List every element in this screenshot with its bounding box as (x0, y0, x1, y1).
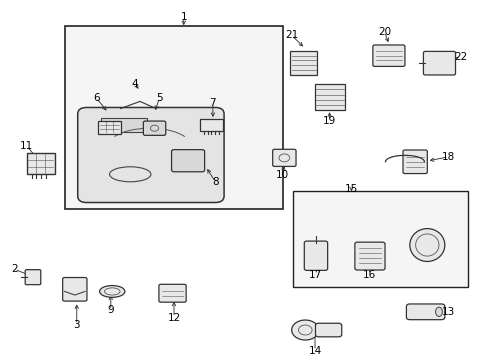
Bar (27, 153, 55, 174)
Text: 16: 16 (362, 270, 375, 280)
Text: 20: 20 (377, 27, 390, 37)
Text: 12: 12 (167, 312, 180, 323)
FancyBboxPatch shape (315, 323, 341, 337)
Text: 14: 14 (308, 346, 321, 356)
Text: 21: 21 (285, 30, 298, 40)
FancyBboxPatch shape (25, 270, 41, 285)
Text: 4: 4 (132, 78, 138, 89)
Text: 10: 10 (275, 170, 288, 180)
Text: 1: 1 (180, 13, 186, 22)
Text: 19: 19 (322, 116, 336, 126)
Ellipse shape (435, 307, 442, 316)
FancyBboxPatch shape (372, 45, 404, 66)
FancyBboxPatch shape (159, 284, 186, 302)
FancyBboxPatch shape (406, 304, 444, 320)
Text: 9: 9 (107, 305, 114, 315)
Text: 17: 17 (308, 270, 321, 280)
Text: 18: 18 (441, 152, 454, 162)
Bar (290, 51, 317, 75)
Text: 13: 13 (441, 307, 454, 317)
Text: 22: 22 (453, 52, 467, 62)
Bar (98, 121, 120, 134)
Text: 7: 7 (209, 98, 216, 108)
Text: 6: 6 (93, 93, 100, 103)
Text: 8: 8 (212, 177, 218, 187)
FancyBboxPatch shape (304, 241, 327, 270)
Bar (292, 191, 467, 287)
FancyBboxPatch shape (62, 278, 87, 301)
Bar (314, 84, 345, 110)
Bar (101, 118, 147, 132)
Text: 2: 2 (11, 264, 18, 274)
Bar (64, 26, 283, 208)
FancyBboxPatch shape (143, 121, 165, 135)
Text: 15: 15 (344, 184, 357, 194)
Text: 11: 11 (20, 141, 33, 151)
FancyBboxPatch shape (354, 242, 384, 270)
FancyBboxPatch shape (171, 150, 204, 172)
FancyBboxPatch shape (272, 149, 295, 166)
Text: 3: 3 (73, 320, 80, 330)
FancyBboxPatch shape (402, 150, 427, 174)
FancyBboxPatch shape (78, 108, 224, 203)
Ellipse shape (100, 285, 124, 297)
FancyBboxPatch shape (423, 51, 455, 75)
Ellipse shape (409, 229, 444, 261)
Circle shape (291, 320, 318, 340)
Text: 5: 5 (156, 93, 163, 103)
Bar (200, 119, 223, 131)
